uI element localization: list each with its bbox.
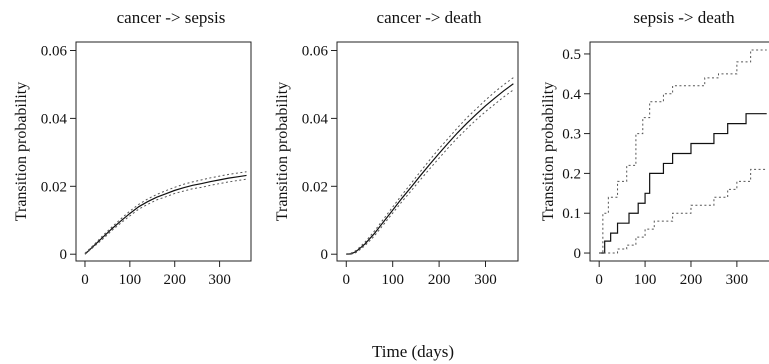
y-tick-label: 0.06 xyxy=(302,43,329,59)
y-axis-label: Transition probability xyxy=(540,82,557,221)
y-axis-label: Transition probability xyxy=(13,82,30,221)
ci-upper-line xyxy=(346,77,514,255)
chart-title: sepsis -> death xyxy=(633,8,735,27)
y-tick-label: 0 xyxy=(574,246,582,262)
chart-title: cancer -> sepsis xyxy=(117,8,226,27)
y-tick-label: 0 xyxy=(60,247,68,263)
y-tick-label: 0 xyxy=(321,247,329,263)
x-tick-label: 0 xyxy=(595,272,603,288)
y-tick-label: 0.4 xyxy=(562,87,581,103)
estimate-line xyxy=(599,113,767,254)
y-tick-label: 0.04 xyxy=(41,111,68,127)
x-tick-label: 200 xyxy=(163,272,186,288)
y-tick-label: 0.5 xyxy=(562,47,581,63)
x-tick-label: 200 xyxy=(428,272,451,288)
plot-frame xyxy=(75,41,252,262)
y-tick-label: 0.1 xyxy=(562,206,581,222)
y-tick-label: 0.02 xyxy=(302,179,328,195)
panel-2: cancer -> death Transition probability 0 0.… xyxy=(274,8,519,288)
ci-upper-line xyxy=(84,171,247,254)
ci-lower-line xyxy=(599,168,767,254)
x-tick-label: 200 xyxy=(680,272,703,288)
y-axis-label: Transition probability xyxy=(274,82,291,221)
x-tick-label: 100 xyxy=(381,272,404,288)
x-tick-label: 300 xyxy=(726,272,749,288)
ci-lower-line xyxy=(84,178,247,255)
plot-frame xyxy=(589,41,769,262)
x-tick-label: 100 xyxy=(119,272,142,288)
y-tick-label: 0.02 xyxy=(41,179,67,195)
y-tick-label: 0.06 xyxy=(41,43,68,59)
y-tick-label: 0.2 xyxy=(562,166,581,182)
x-tick-label: 0 xyxy=(81,272,89,288)
x-tick-label: 300 xyxy=(474,272,497,288)
plot-frame xyxy=(336,41,519,262)
x-tick-label: 0 xyxy=(343,272,351,288)
x-tick-label: 100 xyxy=(634,272,657,288)
common-x-axis-label: Time (days) xyxy=(372,342,454,361)
ci-lower-line xyxy=(346,89,514,255)
x-tick-label: 300 xyxy=(208,272,231,288)
panel-3: sepsis -> death Transition probability 0 0.… xyxy=(540,8,769,288)
chart-title: cancer -> death xyxy=(377,8,482,27)
estimate-line xyxy=(346,83,514,255)
y-tick-label: 0.04 xyxy=(302,111,329,127)
y-tick-label: 0.3 xyxy=(562,127,581,143)
estimate-line xyxy=(84,174,247,255)
